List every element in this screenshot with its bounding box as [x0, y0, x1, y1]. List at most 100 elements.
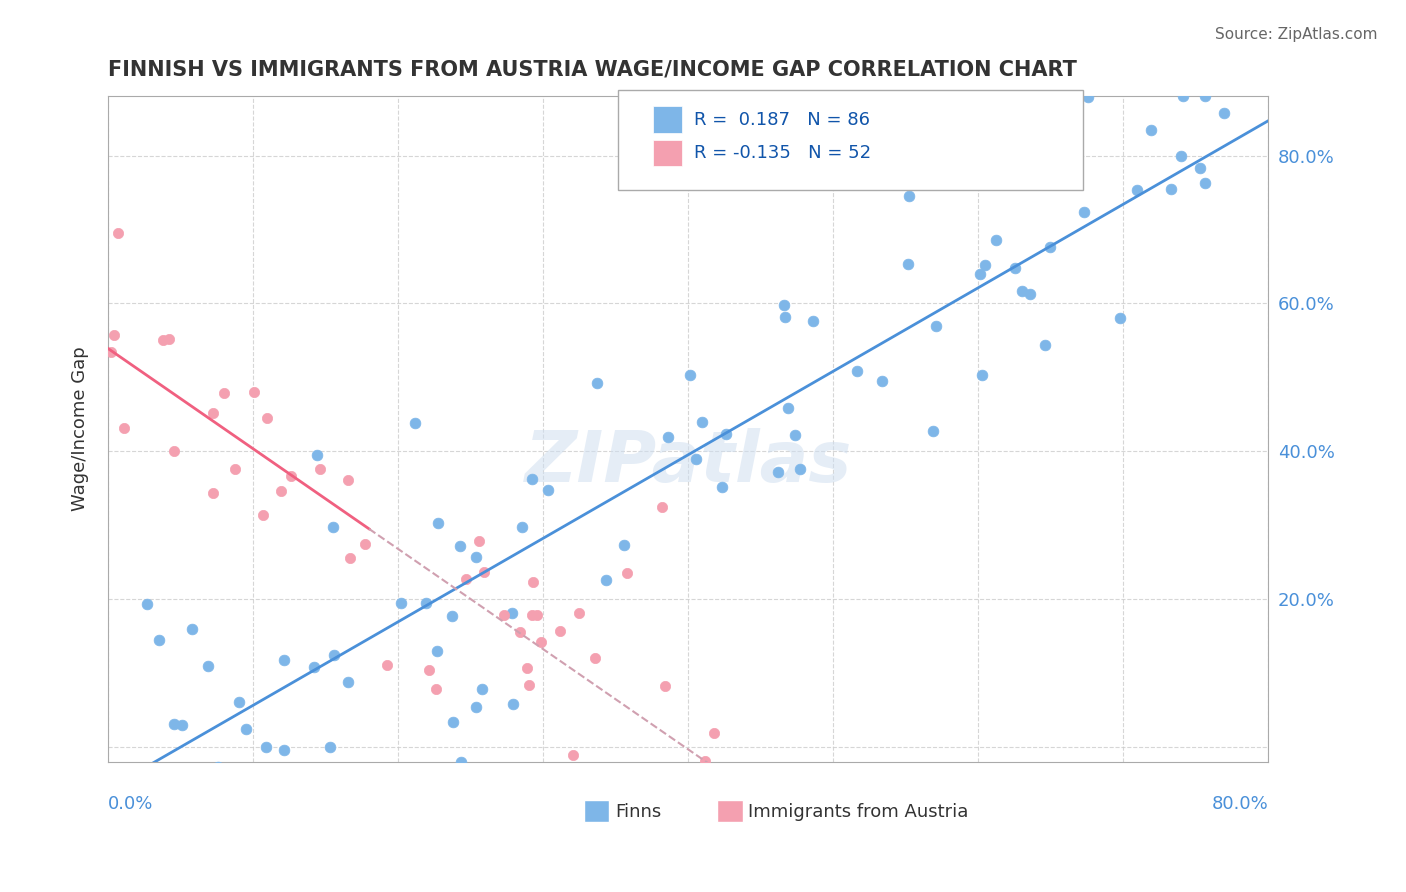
- Point: [766, 465, 789, 479]
- Point: [548, 624, 571, 638]
- Point: [1109, 311, 1132, 326]
- Point: [969, 267, 991, 281]
- Point: [520, 607, 543, 622]
- Point: [149, 777, 172, 791]
- Point: [1170, 149, 1192, 163]
- Text: Source: ZipAtlas.com: Source: ZipAtlas.com: [1215, 27, 1378, 42]
- Point: [606, 786, 628, 800]
- Text: 80.0%: 80.0%: [1212, 795, 1268, 813]
- Point: [339, 551, 361, 566]
- Point: [465, 700, 488, 714]
- Point: [1035, 338, 1057, 352]
- Point: [169, 777, 191, 791]
- Point: [212, 385, 235, 400]
- FancyBboxPatch shape: [654, 106, 682, 133]
- Point: [585, 376, 607, 390]
- Point: [526, 607, 548, 622]
- Point: [468, 534, 491, 549]
- Point: [163, 716, 186, 731]
- Point: [135, 597, 157, 611]
- Point: [207, 760, 229, 774]
- Point: [471, 681, 494, 696]
- Point: [415, 596, 437, 610]
- Point: [243, 384, 266, 399]
- Point: [224, 462, 246, 476]
- Point: [273, 742, 295, 756]
- Point: [654, 679, 676, 693]
- Point: [896, 257, 918, 271]
- Point: [100, 345, 122, 359]
- Point: [731, 829, 754, 843]
- Point: [103, 777, 125, 791]
- Point: [152, 334, 174, 348]
- Point: [921, 424, 943, 438]
- Point: [613, 538, 636, 552]
- Point: [103, 327, 125, 342]
- Point: [273, 653, 295, 667]
- Point: [973, 258, 995, 272]
- Point: [568, 607, 591, 621]
- Point: [530, 635, 553, 649]
- Point: [846, 364, 869, 378]
- Point: [679, 775, 702, 789]
- Point: [897, 189, 920, 203]
- Point: [464, 549, 486, 564]
- Point: [1011, 284, 1033, 298]
- Point: [522, 574, 544, 589]
- Point: [616, 566, 638, 581]
- Point: [537, 483, 560, 497]
- Point: [353, 537, 375, 551]
- Point: [290, 777, 312, 791]
- Point: [427, 516, 450, 530]
- Point: [789, 462, 811, 476]
- Text: Immigrants from Austria: Immigrants from Austria: [748, 803, 969, 821]
- Point: [235, 722, 257, 736]
- Point: [710, 480, 733, 494]
- Point: [280, 468, 302, 483]
- Point: [307, 448, 329, 462]
- Point: [201, 486, 224, 500]
- Point: [1173, 89, 1195, 103]
- Point: [1039, 240, 1062, 254]
- Point: [270, 483, 292, 498]
- Point: [256, 411, 278, 425]
- Point: [583, 651, 606, 665]
- Point: [727, 769, 749, 783]
- Point: [516, 661, 538, 675]
- Point: [773, 310, 796, 324]
- Point: [502, 697, 524, 711]
- Point: [716, 427, 738, 442]
- Point: [986, 233, 1008, 247]
- Point: [337, 675, 360, 690]
- Point: [389, 596, 412, 610]
- Point: [517, 678, 540, 692]
- Point: [256, 777, 278, 791]
- Point: [690, 415, 713, 429]
- FancyBboxPatch shape: [717, 800, 742, 822]
- Point: [112, 421, 135, 435]
- Point: [170, 718, 193, 732]
- FancyBboxPatch shape: [619, 90, 1083, 190]
- Point: [561, 747, 583, 762]
- Point: [1139, 123, 1161, 137]
- Point: [1077, 89, 1099, 103]
- Point: [683, 823, 706, 838]
- Point: [418, 663, 440, 677]
- Point: [1213, 105, 1236, 120]
- Point: [157, 332, 180, 346]
- Point: [441, 714, 464, 729]
- Point: [676, 795, 699, 809]
- Point: [474, 565, 496, 579]
- Point: [181, 777, 204, 791]
- Point: [685, 452, 707, 467]
- Point: [509, 624, 531, 639]
- Point: [449, 539, 471, 553]
- Point: [202, 406, 225, 420]
- Point: [693, 755, 716, 769]
- Text: Finns: Finns: [614, 803, 661, 821]
- Point: [1194, 176, 1216, 190]
- Text: ZIPatlas: ZIPatlas: [524, 428, 852, 497]
- Point: [441, 608, 464, 623]
- Point: [426, 644, 449, 658]
- Point: [456, 572, 478, 586]
